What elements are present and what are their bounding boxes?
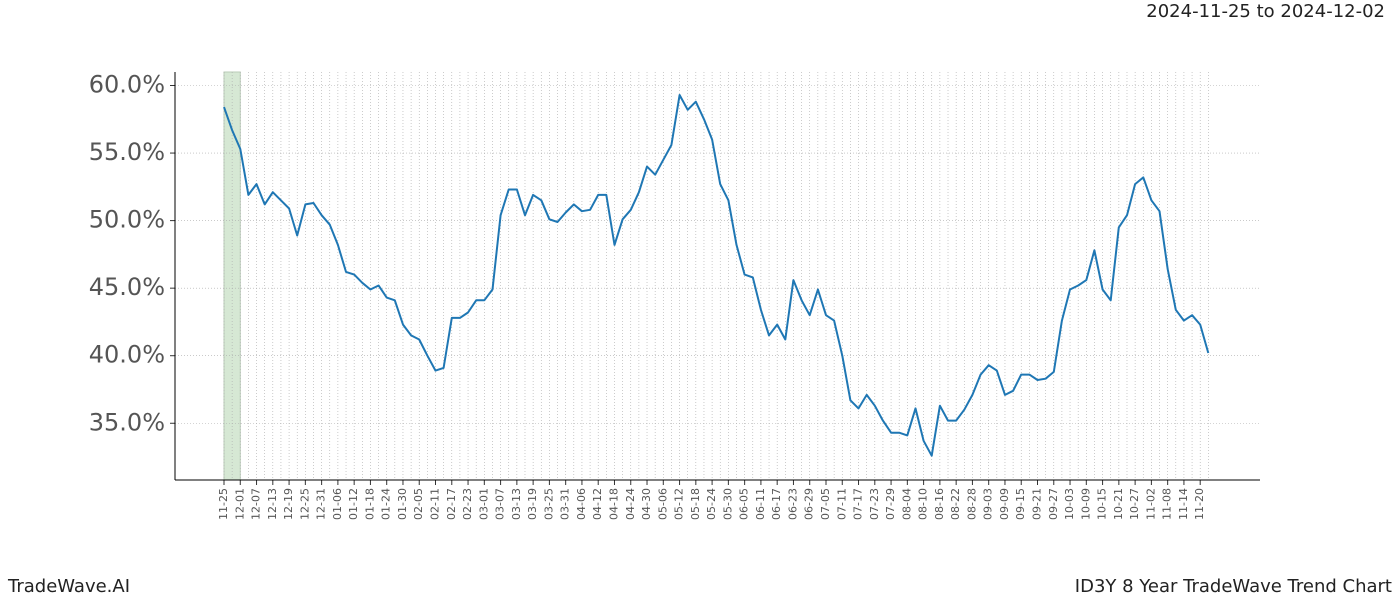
x-tick-label: 06-17 [770,488,783,520]
x-tick-label: 04-30 [640,488,653,520]
x-tick-label: 03-25 [542,488,555,520]
trend-line [223,94,1210,457]
x-tick-label: 03-31 [559,488,572,520]
x-tick-label: 06-11 [754,488,767,520]
x-tick-label: 12-31 [315,488,328,520]
x-tick-label: 08-28 [965,488,978,520]
x-tick-label: 08-10 [917,488,930,520]
x-tick-label: 12-25 [298,488,311,520]
x-tick-label: 10-15 [1096,488,1109,520]
x-tick-label: 01-12 [347,488,360,520]
x-tick-label: 09-15 [1014,488,1027,520]
x-tick-label: 08-04 [900,488,913,520]
x-tick-label: 06-29 [803,488,816,520]
x-tick-label: 12-13 [266,488,279,520]
x-tick-label: 10-03 [1063,488,1076,520]
y-tick-label: 55.0% [89,138,165,166]
x-tick-label: 05-24 [705,488,718,520]
brand: TradeWave.AI [7,576,130,597]
x-tick-label: 10-21 [1112,488,1125,520]
y-tick-label: 35.0% [89,408,165,436]
x-tick-label: 04-24 [624,488,637,520]
x-tick-label: 09-03 [982,488,995,520]
x-tick-label: 03-01 [477,488,490,520]
x-tick-label: 06-05 [738,488,751,520]
x-tick-label: 12-07 [250,488,263,520]
x-tick-label: 02-05 [412,488,425,520]
x-tick-label: 01-24 [380,488,393,520]
x-tick-label: 06-23 [786,488,799,520]
x-tick-label: 12-01 [233,488,246,520]
x-tick-label: 05-18 [689,488,702,520]
x-tick-label: 09-21 [1031,488,1044,520]
x-tick-label: 03-13 [510,488,523,520]
x-tick-label: 05-12 [673,488,686,520]
x-tick-label: 12-19 [282,488,295,520]
x-tick-label: 05-06 [656,488,669,520]
y-tick-label: 50.0% [89,206,165,234]
date-range: 2024-11-25 to 2024-12-02 [1146,1,1385,22]
x-tick-label: 02-23 [461,488,474,520]
x-tick-label: 03-19 [526,488,539,520]
x-tick-label: 11-25 [217,488,230,520]
x-tick-label: 08-16 [933,488,946,520]
x-tick-label: 01-06 [331,488,344,520]
x-tick-label: 11-14 [1177,488,1190,520]
x-tick-label: 10-09 [1079,488,1092,520]
x-tick-label: 04-06 [575,488,588,520]
x-tick-label: 07-05 [819,488,832,520]
x-tick-label: 03-07 [494,488,507,520]
x-tick-label: 11-02 [1144,488,1157,520]
x-tick-label: 07-11 [835,488,848,520]
x-tick-label: 09-27 [1047,488,1060,520]
x-tick-label: 07-17 [852,488,865,520]
caption: ID3Y 8 Year TradeWave Trend Chart [1075,576,1392,597]
x-tick-label: 02-17 [445,488,458,520]
x-tick-label: 07-23 [868,488,881,520]
y-tick-label: 40.0% [89,341,165,369]
x-tick-label: 10-27 [1128,488,1141,520]
x-tick-label: 02-11 [429,488,442,520]
x-tick-label: 04-12 [591,488,604,520]
x-tick-label: 05-30 [721,488,734,520]
x-tick-label: 09-09 [998,488,1011,520]
x-tick-label: 11-20 [1193,488,1206,520]
y-tick-label: 60.0% [89,71,165,99]
x-tick-label: 04-18 [607,488,620,520]
x-tick-label: 01-30 [396,488,409,520]
x-tick-label: 11-08 [1161,488,1174,520]
x-tick-label: 07-29 [884,488,897,520]
x-tick-label: 01-18 [363,488,376,520]
y-tick-label: 45.0% [89,273,165,301]
x-tick-label: 08-22 [949,488,962,520]
